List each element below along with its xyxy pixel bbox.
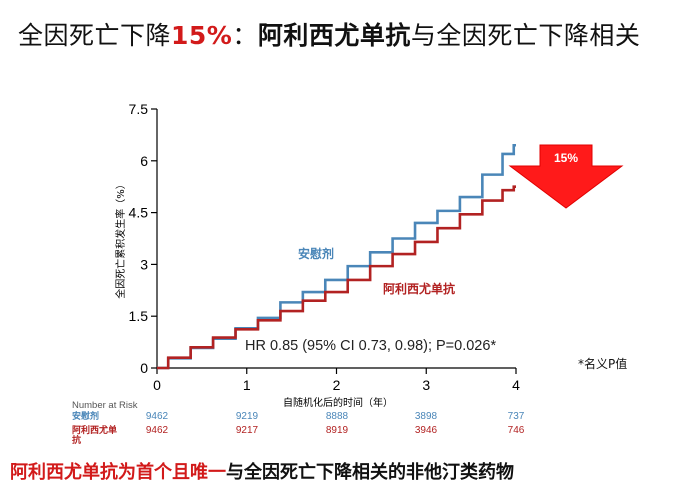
risk-value: 3946 <box>415 425 438 436</box>
y-tick-label: 3 <box>140 256 148 272</box>
y-tick-label: 1.5 <box>129 308 149 324</box>
y-tick-label: 0 <box>140 360 148 376</box>
title-part2: 与全因死亡下降相关 <box>410 21 641 50</box>
footer-red: 阿利西尤单抗为首个且唯一 <box>10 462 226 483</box>
alirocumab-label: 阿利西尤单抗 <box>383 281 455 296</box>
risk-value: 8919 <box>326 425 349 436</box>
risk-table-header: Number at Risk <box>72 400 138 411</box>
risk-value: 8888 <box>326 411 349 422</box>
title-colon: ： <box>232 21 258 50</box>
reduction-arrow <box>508 144 624 209</box>
footer-statement: 阿利西尤单抗为首个且唯一与全因死亡下降相关的非他汀类药物 <box>10 458 514 484</box>
arrow-label: 15% <box>554 151 578 165</box>
placebo-label: 安慰剂 <box>298 246 334 261</box>
y-tick-label: 4.5 <box>129 205 149 221</box>
hr-annotation: HR 0.85 (95% CI 0.73, 0.98); P=0.026* <box>245 338 496 354</box>
x-axis-label: 自随机化后的时间（年） <box>283 396 393 409</box>
y-axis-label: 全因死亡累积发生率（%） <box>114 179 127 299</box>
slide-title: 全因死亡下降15%：阿利西尤单抗与全因死亡下降相关 <box>18 16 640 52</box>
risk-value: 9462 <box>146 425 169 436</box>
risk-value: 9462 <box>146 411 169 422</box>
risk-value: 3898 <box>415 411 438 422</box>
x-tick-label: 3 <box>422 377 430 393</box>
title-part1: 全因死亡下降 <box>18 21 172 50</box>
footer-black: 与全因死亡下降相关的非他汀类药物 <box>226 462 514 483</box>
alirocumab-curve <box>157 185 516 370</box>
risk-row-name: 阿利西尤单 <box>72 424 117 436</box>
risk-value: 9219 <box>236 411 259 422</box>
x-tick-label: 2 <box>333 377 341 393</box>
x-tick-label: 0 <box>153 377 161 393</box>
x-tick-label: 4 <box>512 377 520 393</box>
risk-value: 746 <box>508 425 525 436</box>
risk-value: 9217 <box>236 425 259 436</box>
nominal-p-note: *名义P值 <box>578 356 627 371</box>
risk-row-name-cont: 抗 <box>72 434 81 446</box>
y-tick-label: 6 <box>140 153 148 169</box>
risk-value: 737 <box>508 411 525 422</box>
y-tick-label: 7.5 <box>129 101 149 117</box>
x-tick-label: 1 <box>243 377 251 393</box>
title-drug: 阿利西尤单抗 <box>257 21 411 50</box>
risk-row-name: 安慰剂 <box>72 410 99 422</box>
title-percent: 15% <box>171 21 233 50</box>
placebo-curve <box>157 143 516 370</box>
